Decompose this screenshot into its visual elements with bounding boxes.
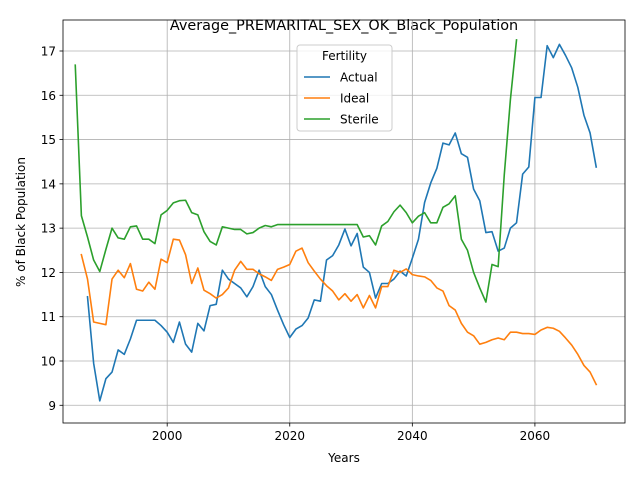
y-axis-label: % of Black Population xyxy=(14,157,28,287)
x-tick-label: 2060 xyxy=(520,429,551,443)
x-tick-label: 2020 xyxy=(274,429,305,443)
legend-box xyxy=(296,44,393,132)
y-tick-label: 13 xyxy=(41,222,56,236)
series-line-sterile xyxy=(74,39,518,303)
x-tick-label: 2040 xyxy=(397,429,428,443)
y-tick-label: 11 xyxy=(41,310,56,324)
series-line-ideal xyxy=(80,238,598,386)
x-axis-label: Years xyxy=(327,451,360,465)
legend-title: Fertility xyxy=(322,49,367,63)
legend-label-ideal: Ideal xyxy=(340,92,369,106)
legend: Fertility Actual Ideal Sterile xyxy=(296,44,393,132)
x-axis-ticks: 2000 2020 2040 2060 xyxy=(152,423,550,443)
y-tick-label: 12 xyxy=(41,266,56,280)
legend-label-actual: Actual xyxy=(340,71,378,85)
y-tick-label: 14 xyxy=(41,177,56,191)
chart-title: Average_PREMARITAL_SEX_OK_Black_Populati… xyxy=(170,18,518,34)
y-axis-ticks: 9 10 11 12 13 14 15 16 17 xyxy=(41,45,63,413)
plot-area-frame xyxy=(62,19,626,424)
x-tick-label: 2000 xyxy=(152,429,183,443)
legend-label-sterile: Sterile xyxy=(340,113,379,127)
series-line-actual xyxy=(86,43,598,402)
y-tick-label: 9 xyxy=(48,399,56,413)
y-tick-label: 16 xyxy=(41,89,56,103)
series-lines xyxy=(74,39,598,402)
y-tick-label: 17 xyxy=(41,45,56,59)
y-tick-label: 10 xyxy=(41,355,56,369)
y-tick-label: 15 xyxy=(41,133,56,147)
